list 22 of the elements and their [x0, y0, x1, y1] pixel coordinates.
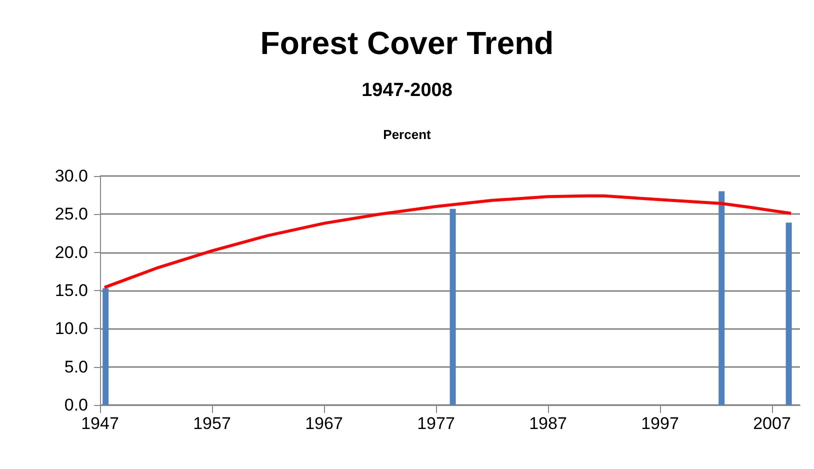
y-tick-label: 5.0: [64, 357, 88, 376]
x-tick-label: 1967: [305, 414, 343, 433]
x-tick-label: 1987: [529, 414, 567, 433]
chart-title: Forest Cover Trend: [260, 25, 554, 61]
bar: [102, 288, 109, 405]
y-tick-label: 20.0: [54, 242, 88, 262]
chart-subtitle: 1947-2008: [362, 80, 452, 101]
x-tick-label: 2007: [753, 414, 791, 433]
line-series: [102, 194, 793, 289]
x-tick-label: 1997: [641, 414, 679, 433]
bar: [718, 191, 725, 405]
y-axis-title: Percent: [383, 127, 432, 142]
bar: [786, 222, 792, 405]
y-tick-label: 15.0: [54, 281, 88, 300]
bar: [450, 208, 456, 405]
y-tick-label: 30.0: [54, 166, 88, 186]
y-tick-label: 25.0: [54, 204, 88, 224]
y-tick-label: 10.0: [54, 319, 88, 338]
x-tick-label: 1977: [417, 414, 455, 433]
x-tick-label: 1947: [81, 414, 119, 433]
x-tick-label: 1957: [193, 414, 231, 433]
y-tick-label: 0.0: [64, 396, 88, 414]
